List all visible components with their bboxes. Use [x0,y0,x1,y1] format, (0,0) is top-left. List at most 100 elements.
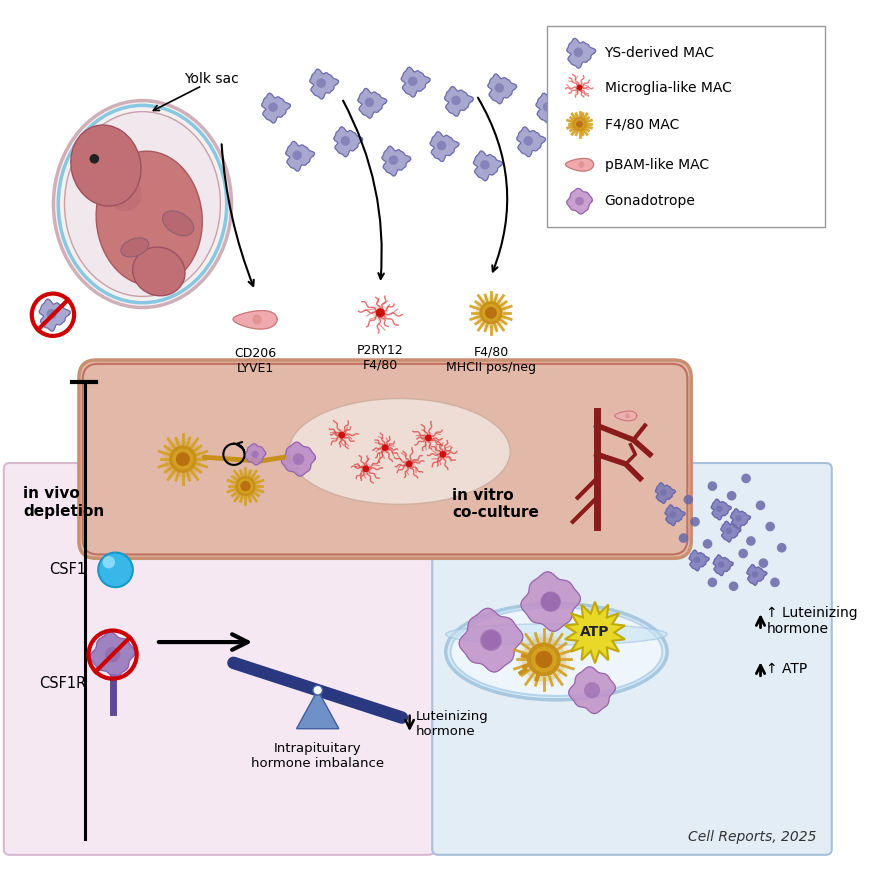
Circle shape [706,578,716,587]
Ellipse shape [450,607,661,696]
Circle shape [485,307,496,318]
Polygon shape [309,69,338,99]
Polygon shape [565,158,593,171]
FancyBboxPatch shape [547,26,824,228]
Circle shape [740,473,750,483]
Circle shape [689,517,699,527]
Polygon shape [90,633,135,677]
Polygon shape [535,94,564,123]
Circle shape [530,647,556,672]
Text: Cell Reports, 2025: Cell Reports, 2025 [687,830,815,844]
Circle shape [235,476,255,496]
Circle shape [98,552,133,587]
Circle shape [316,79,326,88]
Polygon shape [473,151,501,181]
Polygon shape [39,299,70,331]
Circle shape [540,592,561,612]
Ellipse shape [445,604,667,700]
Circle shape [669,511,675,518]
Circle shape [481,631,500,650]
Circle shape [494,83,503,93]
Text: ↑ Luteinizing
hormone: ↑ Luteinizing hormone [766,606,857,636]
Polygon shape [262,94,290,123]
Circle shape [436,141,446,150]
Circle shape [769,578,779,587]
Circle shape [176,452,189,466]
Circle shape [765,522,774,531]
Polygon shape [720,522,740,542]
Circle shape [172,449,193,470]
Circle shape [480,629,501,651]
Circle shape [240,481,250,491]
Polygon shape [711,499,731,520]
Circle shape [660,489,666,496]
Circle shape [405,460,412,467]
Ellipse shape [108,178,142,211]
Circle shape [758,558,767,568]
Text: pBAM-like MAC: pBAM-like MAC [604,158,708,172]
Text: Luteinizing
hormone: Luteinizing hormone [415,710,488,738]
Circle shape [364,98,374,107]
Circle shape [542,102,552,112]
Text: CSF1: CSF1 [50,563,87,578]
Circle shape [706,481,716,491]
Circle shape [313,685,322,695]
Circle shape [572,117,586,131]
Circle shape [738,549,747,558]
Ellipse shape [70,125,141,206]
Polygon shape [568,667,614,714]
Text: P2RY12
F4/80: P2RY12 F4/80 [356,344,403,372]
Circle shape [335,430,348,441]
Polygon shape [244,444,265,465]
Circle shape [375,308,384,318]
Text: Microglia-like MAC: Microglia-like MAC [604,80,731,94]
Text: ↑ ATP: ↑ ATP [766,662,806,676]
Circle shape [439,451,446,458]
Text: F4/80
MHCII pos/neg: F4/80 MHCII pos/neg [446,346,535,374]
Circle shape [229,471,261,501]
Ellipse shape [96,151,202,286]
Polygon shape [614,411,636,421]
Circle shape [237,479,253,494]
FancyBboxPatch shape [3,463,434,855]
Circle shape [403,458,415,470]
Ellipse shape [578,161,584,168]
Circle shape [573,47,582,57]
Circle shape [381,444,388,451]
Circle shape [473,295,508,331]
Circle shape [451,95,461,105]
Polygon shape [381,146,410,176]
Polygon shape [713,555,733,576]
Circle shape [693,556,700,564]
Circle shape [755,500,765,510]
Circle shape [574,197,583,206]
Circle shape [362,466,368,472]
Circle shape [527,642,561,676]
Circle shape [746,536,755,546]
Circle shape [379,442,390,453]
Polygon shape [688,550,708,570]
FancyBboxPatch shape [432,463,831,855]
Ellipse shape [289,398,509,504]
Circle shape [46,309,56,319]
Text: F4/80 MAC: F4/80 MAC [604,117,678,131]
Polygon shape [357,88,387,118]
Polygon shape [429,132,459,162]
Text: CSF1R: CSF1R [39,676,87,691]
Text: ATP: ATP [580,626,609,640]
Text: Yolk sac: Yolk sac [184,72,239,86]
Circle shape [90,154,99,164]
Circle shape [678,533,687,542]
Circle shape [776,542,786,552]
Polygon shape [516,127,545,157]
Circle shape [734,515,741,522]
Ellipse shape [64,112,220,297]
Circle shape [360,463,371,474]
Circle shape [517,634,569,686]
Ellipse shape [121,238,149,257]
Polygon shape [281,442,315,476]
Ellipse shape [132,247,185,296]
Circle shape [575,121,582,128]
Text: CD206
LYVE1: CD206 LYVE1 [234,346,275,374]
Circle shape [292,150,302,160]
